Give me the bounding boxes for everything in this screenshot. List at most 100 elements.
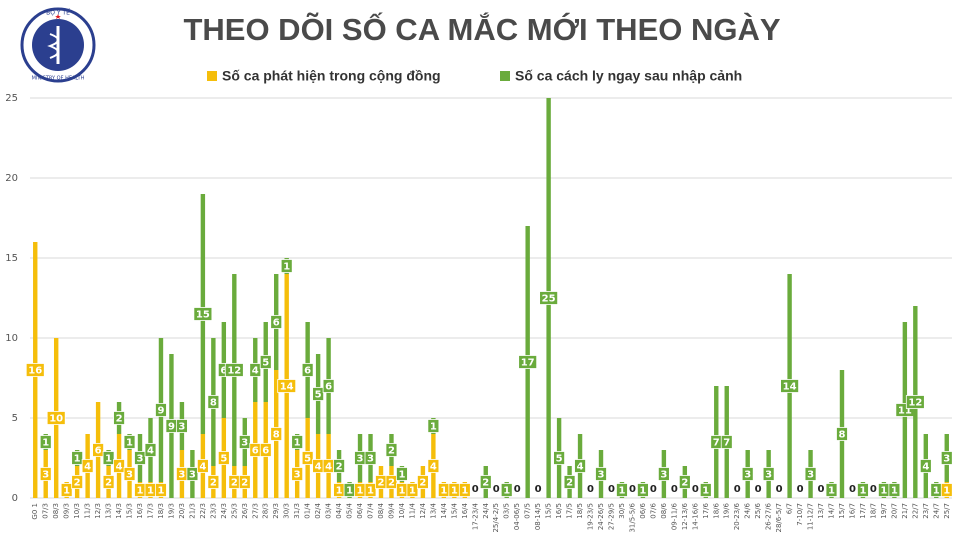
value-label: 0 [608, 484, 615, 495]
value-label: 2 [210, 478, 217, 489]
value-label-box [762, 467, 775, 481]
value-label: 3 [241, 438, 248, 449]
value-label: 1 [618, 486, 625, 497]
x-tick-label: 12/3 [94, 503, 102, 519]
value-label: 17 [521, 358, 535, 369]
x-tick-label: 07/3 [42, 503, 50, 519]
value-label: 3 [943, 454, 950, 465]
x-tick-label: 19/3 [167, 503, 175, 519]
value-label: 3 [765, 470, 772, 481]
logo: BỘ Y TẾ MINISTRY OF HEALTH [20, 7, 96, 83]
value-label-box [81, 459, 94, 473]
value-label: 2 [105, 478, 112, 489]
value-label: 1 [42, 438, 49, 449]
x-tick-label: 13/3 [105, 503, 113, 519]
value-label-box [144, 443, 157, 457]
x-tick-label: 11/3 [84, 503, 92, 519]
x-tick-label: 09-11/6 [670, 502, 678, 530]
value-label-box [92, 443, 105, 457]
value-label: 0 [472, 484, 479, 495]
x-tick-label: 24/6 [744, 502, 752, 518]
x-tick-label: 11/4 [408, 502, 416, 518]
x-tick-label: 17/5 [566, 503, 574, 519]
value-label-box [196, 459, 209, 473]
value-label-box [291, 467, 304, 481]
value-label: 1 [147, 486, 154, 497]
value-label-box [217, 451, 230, 465]
value-label: 6 [252, 446, 259, 457]
x-tick-label: 20-23/6 [733, 502, 741, 530]
x-tick-label: 30/3 [283, 503, 291, 519]
value-label-box [238, 435, 251, 449]
value-label: 1 [157, 486, 164, 497]
value-label-box [539, 291, 559, 305]
value-label-box [71, 451, 84, 465]
x-tick-label: G0 1 [31, 503, 39, 520]
x-tick-label: 29/3 [272, 503, 280, 519]
value-label: 2 [388, 478, 395, 489]
value-label-box [186, 467, 199, 481]
value-label: 4 [147, 446, 154, 457]
value-label: 1 [398, 470, 405, 481]
value-label-box [364, 483, 377, 497]
value-label: 3 [126, 470, 133, 481]
value-label: 4 [922, 462, 929, 473]
x-tick-label: 15/7 [838, 503, 846, 519]
legend-swatch [500, 71, 510, 81]
value-label-box [333, 459, 345, 473]
value-label: 0 [755, 484, 762, 495]
value-label-box [940, 483, 953, 497]
value-label-box [678, 475, 691, 489]
x-tick-label: 07/5 [524, 503, 532, 519]
value-label-box [102, 475, 115, 489]
value-label: 2 [681, 478, 688, 489]
x-tick-label: 08-14/5 [534, 503, 542, 530]
value-label: 0 [650, 484, 657, 495]
x-tick-label: 20/7 [890, 503, 898, 519]
value-label-box [39, 467, 52, 481]
x-tick-label: 04-06/5 [513, 503, 521, 530]
value-label: 9 [168, 422, 175, 433]
value-label-box [259, 355, 272, 369]
value-label: 4 [577, 462, 584, 473]
value-label: 1 [933, 486, 940, 497]
value-label-box [312, 387, 325, 401]
value-label: 0 [776, 484, 783, 495]
value-label-box [940, 451, 953, 465]
x-tick-label: 12/4 [419, 502, 427, 518]
value-label: 7 [713, 438, 720, 449]
value-label: 2 [116, 414, 123, 425]
value-label: 0 [797, 484, 804, 495]
value-label: 6 [325, 382, 332, 393]
value-label: 1 [880, 486, 887, 497]
x-tick-label: 08/3 [52, 503, 60, 519]
x-tick-label: 26-27/6 [765, 502, 773, 530]
x-tick-label: 13/7 [817, 503, 825, 519]
y-tick-label: 20 [5, 173, 18, 184]
value-label: 1 [126, 438, 133, 449]
value-label: 1 [891, 486, 898, 497]
x-tick-label: 27-29/5 [607, 503, 615, 530]
value-label: 3 [178, 422, 185, 433]
value-label: 3 [178, 470, 185, 481]
value-label-box [563, 475, 576, 489]
value-label: 1 [74, 454, 81, 465]
x-tick-label: 27/3 [251, 503, 259, 519]
x-tick-label: 20/3 [178, 503, 186, 519]
value-label: 2 [74, 478, 81, 489]
value-label: 2 [241, 478, 248, 489]
value-label: 0 [671, 484, 678, 495]
value-label-box [60, 483, 73, 497]
x-tick-label: 18/6 [712, 502, 720, 518]
value-label-box [458, 483, 471, 497]
value-label-box [657, 467, 670, 481]
x-tick-label: 25/4-2/5 [492, 503, 500, 533]
value-label: 1 [430, 422, 437, 433]
value-label-box [176, 419, 188, 433]
value-label: 1 [367, 486, 374, 497]
value-label: 2 [378, 478, 385, 489]
value-label: 0 [818, 484, 825, 495]
x-tick-label: 14-16/6 [691, 502, 699, 530]
value-label-box [385, 443, 398, 457]
x-tick-label: 30/5 [618, 503, 626, 519]
